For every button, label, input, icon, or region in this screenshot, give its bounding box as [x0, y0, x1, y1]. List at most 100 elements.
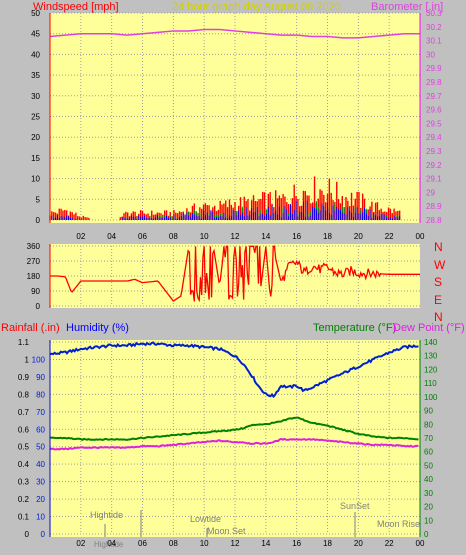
top-hour-tick-10: 10	[200, 232, 209, 241]
rainfall-tick-1: 1	[25, 355, 30, 364]
temperature-tick-60: 60	[424, 448, 433, 457]
humidity-tick-80: 80	[36, 390, 45, 399]
windspeed-tick-30: 30	[31, 92, 40, 101]
rainfall-tick-0.7: 0.7	[18, 408, 30, 417]
bottom-hour-tick-14: 14	[261, 539, 270, 548]
barometer-tick-30.3: 30.3	[426, 9, 442, 18]
windspeed-tick-35: 35	[31, 71, 40, 80]
compass-n-bottom: N	[434, 310, 443, 324]
barometer-tick-29.7: 29.7	[426, 92, 442, 101]
barometer-tick-29.2: 29.2	[426, 161, 442, 170]
barometer-tick-29.6: 29.6	[426, 106, 442, 115]
barometer-tick-29.3: 29.3	[426, 147, 442, 156]
barometer-tick-labels: 28.8 28.9 29 29.1 29.2 29.3 29.4 29.5 29.6 29.7 29…	[426, 9, 442, 225]
direction-tick-0: 0	[36, 302, 41, 311]
top-hour-tick-22: 22	[385, 232, 394, 241]
windspeed-tick-20: 20	[31, 133, 40, 142]
top-hour-tick-06: 06	[138, 232, 147, 241]
direction-tick-270: 270	[27, 257, 41, 266]
rainfall-tick-0.5: 0.5	[18, 443, 30, 452]
top-hour-tick-12: 12	[231, 232, 240, 241]
windspeed-tick-40: 40	[31, 50, 40, 59]
direction-tick-90: 90	[31, 287, 40, 296]
humidity-tick-20: 20	[36, 495, 45, 504]
event-markers: Hightide Lowtide Moon Set SunSet Moon Ri…	[90, 501, 420, 549]
temperature-tick-40: 40	[424, 475, 433, 484]
barometer-tick-28.9: 28.9	[426, 202, 442, 211]
windspeed-tick-0: 0	[36, 216, 41, 225]
windspeed-tick-50: 50	[31, 9, 40, 18]
rainfall-tick-0.1: 0.1	[18, 513, 30, 522]
barometer-tick-30: 30	[426, 50, 435, 59]
rainfall-tick-0.6: 0.6	[18, 425, 30, 434]
windspeed-tick-25: 25	[31, 113, 40, 122]
windspeed-tick-labels: 0 5 10 15 20 25 30 35 40 45 50	[31, 9, 40, 225]
temperature-tick-110: 110	[424, 379, 437, 388]
bottom-hour-tick-08: 08	[169, 539, 178, 548]
bottom-hour-tick-16: 16	[292, 539, 301, 548]
bottom-hour-tick-labels: 02 04 06 08 10 12 14 16 18 20 22 00	[76, 539, 425, 548]
bottom-hour-tick-22: 22	[385, 539, 394, 548]
bottom-hour-tick-10: 10	[200, 539, 209, 548]
rainfall-tick-0: 0	[25, 530, 30, 539]
top-hour-tick-18: 18	[323, 232, 332, 241]
bottom-hour-tick-06: 06	[138, 539, 147, 548]
humidity-tick-40: 40	[36, 460, 45, 469]
bottom-hour-tick-18: 18	[323, 539, 332, 548]
direction-tick-360: 360	[27, 242, 41, 251]
rainfall-axis-label: Rainfall (.in)	[1, 322, 60, 334]
temperature-axis-label: Temperature (°F)	[313, 322, 396, 334]
humidity-tick-100: 100	[32, 355, 46, 364]
humidity-axis-label: Humidity (%)	[66, 322, 129, 334]
bottom-hour-tick-12: 12	[231, 539, 240, 548]
temperature-tick-70: 70	[424, 434, 433, 443]
temperature-tick-0: 0	[424, 530, 429, 539]
hightide-bottom-label: Hightide	[94, 540, 124, 549]
temperature-tick-30: 30	[424, 489, 433, 498]
dewpoint-axis-label: Dew Point (°F)	[393, 322, 465, 334]
top-hour-tick-14: 14	[261, 232, 270, 241]
windspeed-tick-15: 15	[31, 154, 40, 163]
compass-s: S	[434, 275, 442, 289]
temperature-line	[49, 416, 419, 441]
barometer-line	[49, 28, 420, 39]
temperature-tick-130: 130	[424, 352, 438, 361]
bottom-hour-tick-04: 04	[107, 539, 116, 548]
top-hour-tick-00: 00	[416, 232, 425, 241]
temperature-tick-90: 90	[424, 407, 433, 416]
top-hour-tick-04: 04	[107, 232, 116, 241]
barometer-tick-29.4: 29.4	[426, 133, 442, 142]
compass-n-top: N	[434, 240, 443, 254]
windspeed-axis-label: Windspeed [mph]	[33, 1, 119, 13]
rainfall-tick-0.9: 0.9	[18, 373, 30, 382]
sunset-label: SunSet	[340, 501, 370, 511]
graph-title: 24 hour graph day August 08 2020	[172, 1, 341, 13]
temperature-tick-labels: 0 10 20 30 40 50 60 70 80 90 100 110 120 130 140	[424, 338, 438, 539]
top-hour-tick-labels: 02 04 06 08 10 12 14 16 18 20 22 00	[76, 232, 425, 241]
barometer-tick-30.1: 30.1	[426, 37, 442, 46]
barometer-tick-29.1: 29.1	[426, 175, 442, 184]
wind-speed-bars	[49, 200, 401, 220]
rainfall-tick-0.8: 0.8	[18, 390, 30, 399]
compass-e: E	[434, 293, 442, 307]
bottom-hour-tick-02: 02	[76, 539, 85, 548]
rainfall-tick-0.2: 0.2	[18, 495, 30, 504]
humidity-tick-0: 0	[41, 530, 46, 539]
rainfall-tick-1.1: 1.1	[18, 338, 30, 347]
windspeed-tick-45: 45	[31, 30, 40, 39]
temperature-tick-80: 80	[424, 420, 433, 429]
compass-w: W	[434, 258, 446, 272]
humidity-tick-10: 10	[36, 513, 45, 522]
barometer-tick-30.2: 30.2	[426, 23, 442, 32]
temperature-tick-10: 10	[424, 516, 433, 525]
barometer-axis-label: Barometer [.in]	[371, 1, 443, 13]
rainfall-tick-0.3: 0.3	[18, 478, 30, 487]
top-hour-tick-16: 16	[292, 232, 301, 241]
windspeed-tick-5: 5	[36, 195, 41, 204]
bottom-hour-tick-00: 00	[416, 539, 425, 548]
barometer-tick-28.8: 28.8	[426, 216, 442, 225]
barometer-tick-29.5: 29.5	[426, 119, 442, 128]
humidity-tick-70: 70	[36, 408, 45, 417]
humidity-tick-30: 30	[36, 478, 45, 487]
top-hour-tick-02: 02	[76, 232, 85, 241]
